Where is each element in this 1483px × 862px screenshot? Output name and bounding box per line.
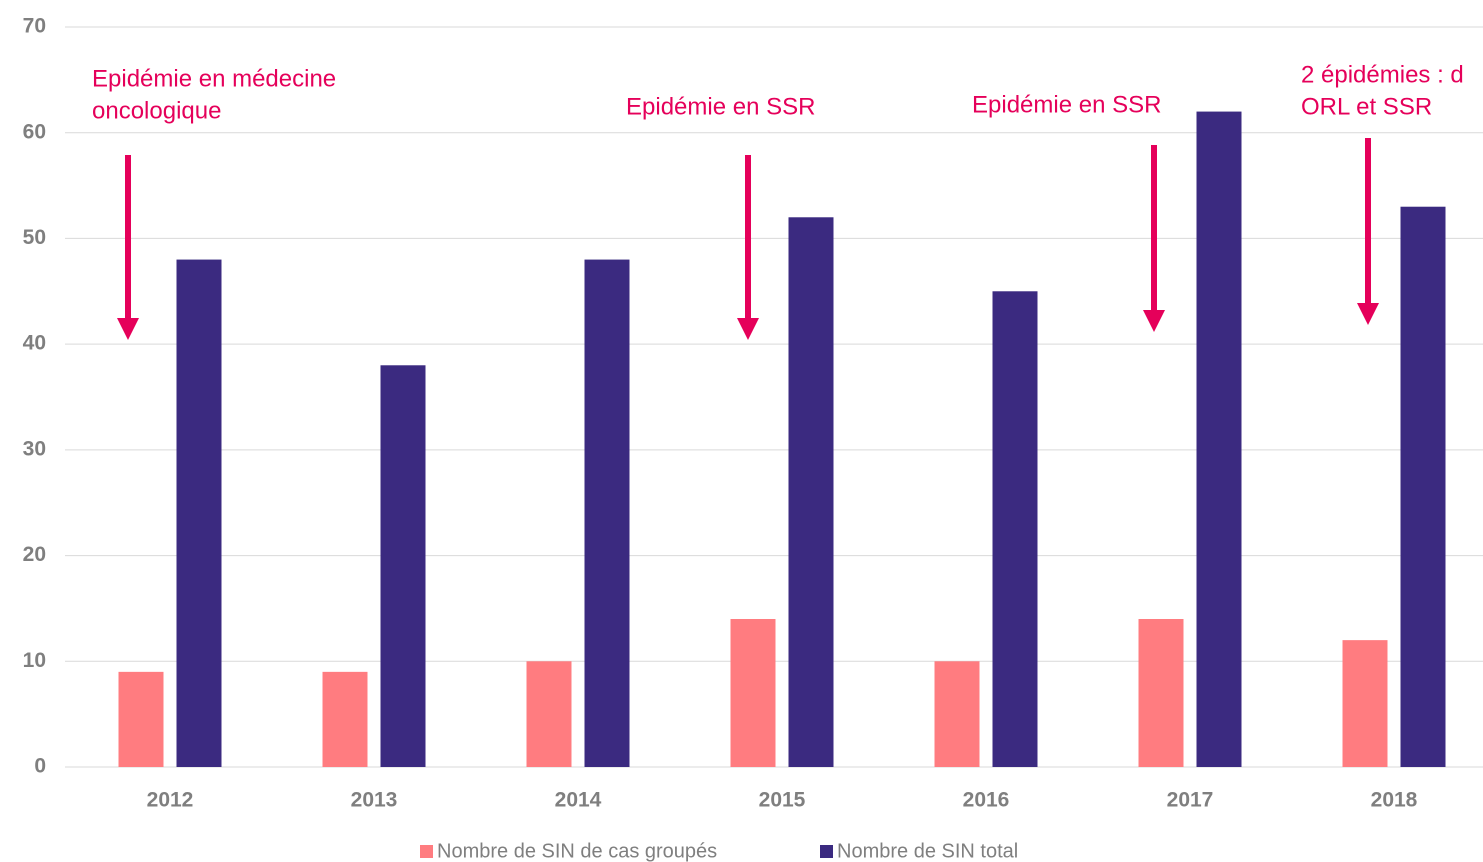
bar bbox=[992, 291, 1038, 767]
x-tick-label: 2015 bbox=[759, 789, 806, 812]
annotation: Epidémie en médecine bbox=[92, 65, 336, 92]
arrow-head bbox=[1357, 303, 1379, 325]
x-tick-label: 2014 bbox=[555, 789, 602, 812]
y-tick-label: 40 bbox=[23, 332, 46, 355]
bar bbox=[934, 661, 980, 767]
y-tick-label: 30 bbox=[23, 437, 46, 460]
bar bbox=[730, 619, 776, 767]
y-tick-label: 70 bbox=[23, 15, 46, 38]
y-tick-label: 50 bbox=[23, 226, 46, 249]
bar bbox=[118, 671, 164, 767]
y-tick-label: 0 bbox=[34, 755, 46, 778]
legend-swatch bbox=[420, 845, 433, 858]
bar bbox=[1342, 640, 1388, 767]
bar bbox=[176, 259, 222, 767]
legend-label: Nombre de SIN total bbox=[837, 840, 1018, 862]
bar bbox=[788, 217, 834, 768]
x-tick-label: 2018 bbox=[1371, 789, 1418, 812]
bar bbox=[322, 671, 368, 767]
x-tick-label: 2013 bbox=[351, 789, 398, 812]
y-tick-label: 10 bbox=[23, 649, 46, 672]
annotation: Epidémie en SSR bbox=[972, 91, 1161, 118]
y-tick-label: 60 bbox=[23, 120, 46, 143]
arrow-head bbox=[117, 318, 139, 340]
annotation: Epidémie en SSR bbox=[626, 93, 815, 120]
bar bbox=[1138, 619, 1184, 767]
legend-label: Nombre de SIN de cas groupés bbox=[437, 840, 717, 862]
arrow-head bbox=[737, 318, 759, 340]
legend-swatch bbox=[820, 845, 833, 858]
arrow-head bbox=[1143, 310, 1165, 332]
bar bbox=[584, 259, 630, 767]
y-tick-label: 20 bbox=[23, 543, 46, 566]
bar bbox=[1400, 206, 1446, 767]
bar bbox=[1196, 111, 1242, 768]
annotation: 2 épidémies : d bbox=[1301, 61, 1464, 88]
annotation: ORL et SSR bbox=[1301, 93, 1432, 120]
x-tick-label: 2017 bbox=[1167, 789, 1214, 812]
x-tick-label: 2016 bbox=[963, 789, 1010, 812]
x-tick-label: 2012 bbox=[147, 789, 194, 812]
bar bbox=[526, 661, 572, 767]
annotation: oncologique bbox=[92, 97, 221, 124]
bar bbox=[380, 365, 426, 767]
